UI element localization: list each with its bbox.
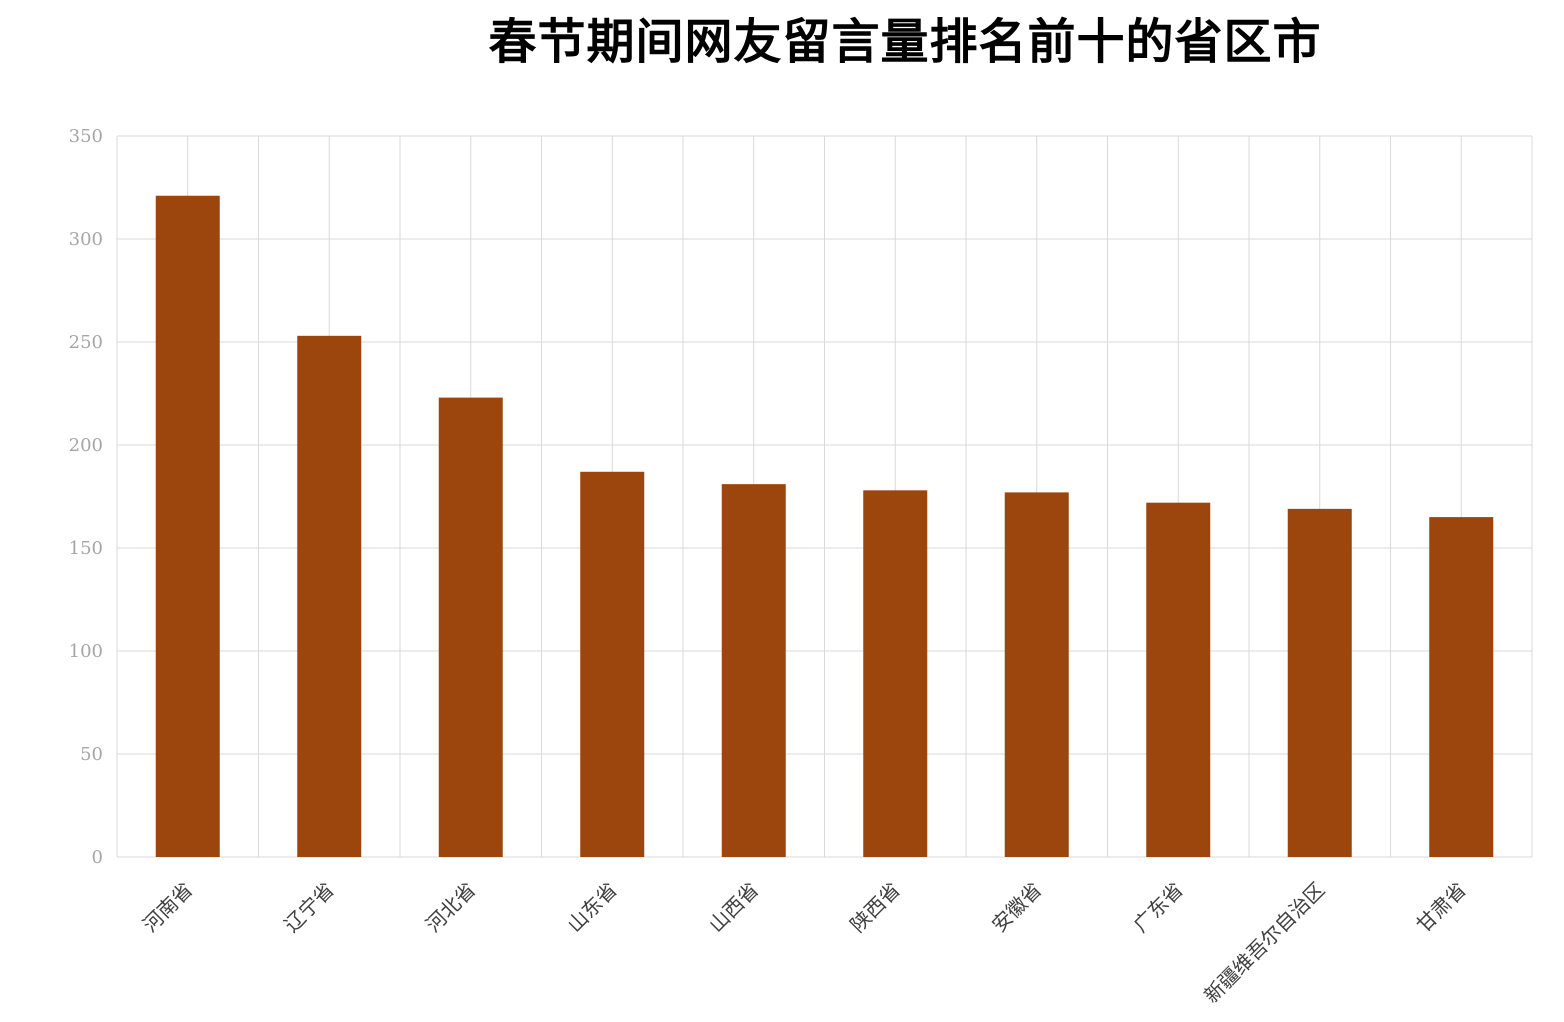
x-category-label: 山西省 [704, 878, 763, 937]
bar-7 [1004, 492, 1069, 857]
x-category-label: 辽宁省 [279, 878, 338, 937]
y-tick-label: 50 [80, 744, 103, 765]
y-tick-label: 350 [69, 126, 103, 147]
bars [155, 195, 1494, 858]
x-category-label: 陕西省 [845, 878, 904, 937]
x-category-label: 新疆维吾尔自治区 [1199, 878, 1329, 1008]
chart-title: 春节期间网友留言量排名前十的省区市 [488, 14, 1322, 70]
bar-1 [155, 195, 220, 858]
x-category-label: 河南省 [138, 878, 197, 937]
bar-2 [297, 335, 362, 857]
y-tick-label: 150 [69, 538, 103, 559]
y-tick-label: 200 [69, 435, 103, 456]
x-axis-category-labels: 河南省 辽宁省 河北省 山东省 山西省 陕西省 安徽省 广东省 新疆维吾尔自治区 甘肃省 [138, 878, 1471, 1008]
y-tick-label: 300 [69, 229, 103, 250]
x-category-label: 河北省 [421, 878, 480, 937]
bar-4 [580, 471, 645, 857]
y-tick-label: 0 [92, 847, 103, 868]
bar-10 [1429, 517, 1494, 857]
y-axis-tick-labels: 0 50 100 150 200 250 300 350 [69, 126, 103, 868]
y-tick-label: 250 [69, 332, 103, 353]
y-tick-label: 100 [69, 641, 103, 662]
bar-5 [721, 484, 786, 857]
x-category-label: 广东省 [1128, 878, 1187, 937]
bar-8 [1146, 502, 1211, 857]
bar-9 [1287, 508, 1352, 857]
x-category-label: 山东省 [562, 878, 621, 937]
x-category-label: 安徽省 [987, 878, 1046, 937]
x-category-label: 甘肃省 [1411, 878, 1470, 937]
bar-3 [438, 397, 503, 857]
bar-6 [863, 490, 928, 857]
